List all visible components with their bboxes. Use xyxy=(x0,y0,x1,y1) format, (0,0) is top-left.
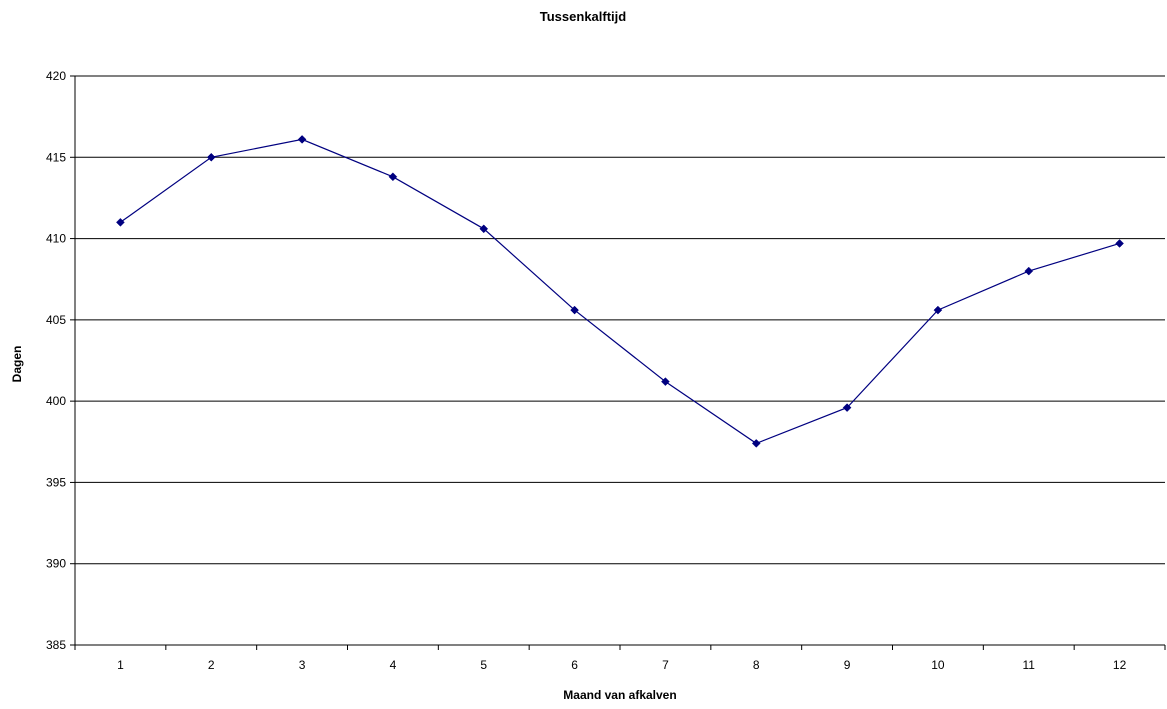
y-tick-label: 385 xyxy=(46,638,66,652)
x-tick-label: 7 xyxy=(662,658,669,672)
y-tick-label: 410 xyxy=(46,232,66,246)
data-point-marker xyxy=(933,305,943,315)
axes xyxy=(70,75,1166,650)
data-point-marker xyxy=(842,403,852,412)
x-tick-label: 9 xyxy=(844,658,851,672)
y-tick-label: 390 xyxy=(46,557,66,571)
data-point-marker xyxy=(570,305,579,315)
y-tick-label: 405 xyxy=(46,313,66,327)
series-line xyxy=(120,138,1120,445)
data-point-marker xyxy=(116,217,125,227)
x-tick-label: 5 xyxy=(480,658,487,672)
data-point-marker xyxy=(206,152,216,162)
x-tick-label: 12 xyxy=(1113,658,1127,672)
y-tick-label: 415 xyxy=(46,150,66,164)
x-tick-label: 4 xyxy=(390,658,397,672)
x-axis-label: Maand van afkalven xyxy=(563,688,676,702)
data-point-marker xyxy=(751,439,761,448)
data-point-marker xyxy=(297,135,307,144)
y-tick-label: 395 xyxy=(46,475,66,489)
chart-title: Tussenkalftijd xyxy=(540,9,627,24)
gridlines xyxy=(75,75,1165,565)
data-point-marker xyxy=(1115,239,1124,248)
data-point-marker xyxy=(1024,266,1034,276)
x-tick-label: 3 xyxy=(299,658,306,672)
x-tick-label: 2 xyxy=(208,658,215,672)
y-tick-label: 400 xyxy=(46,394,66,408)
x-tick-label: 11 xyxy=(1023,658,1036,672)
series-layer xyxy=(116,135,1124,448)
y-axis-label: Dagen xyxy=(10,346,24,383)
y-tick-label: 420 xyxy=(46,69,66,83)
data-point-marker xyxy=(388,172,398,182)
x-tick-label: 1 xyxy=(117,658,124,672)
data-point-marker xyxy=(661,377,670,386)
x-tick-label: 6 xyxy=(571,658,578,672)
x-tick-label: 8 xyxy=(753,658,760,672)
data-point-marker xyxy=(479,224,489,234)
x-tick-label: 10 xyxy=(931,658,945,672)
